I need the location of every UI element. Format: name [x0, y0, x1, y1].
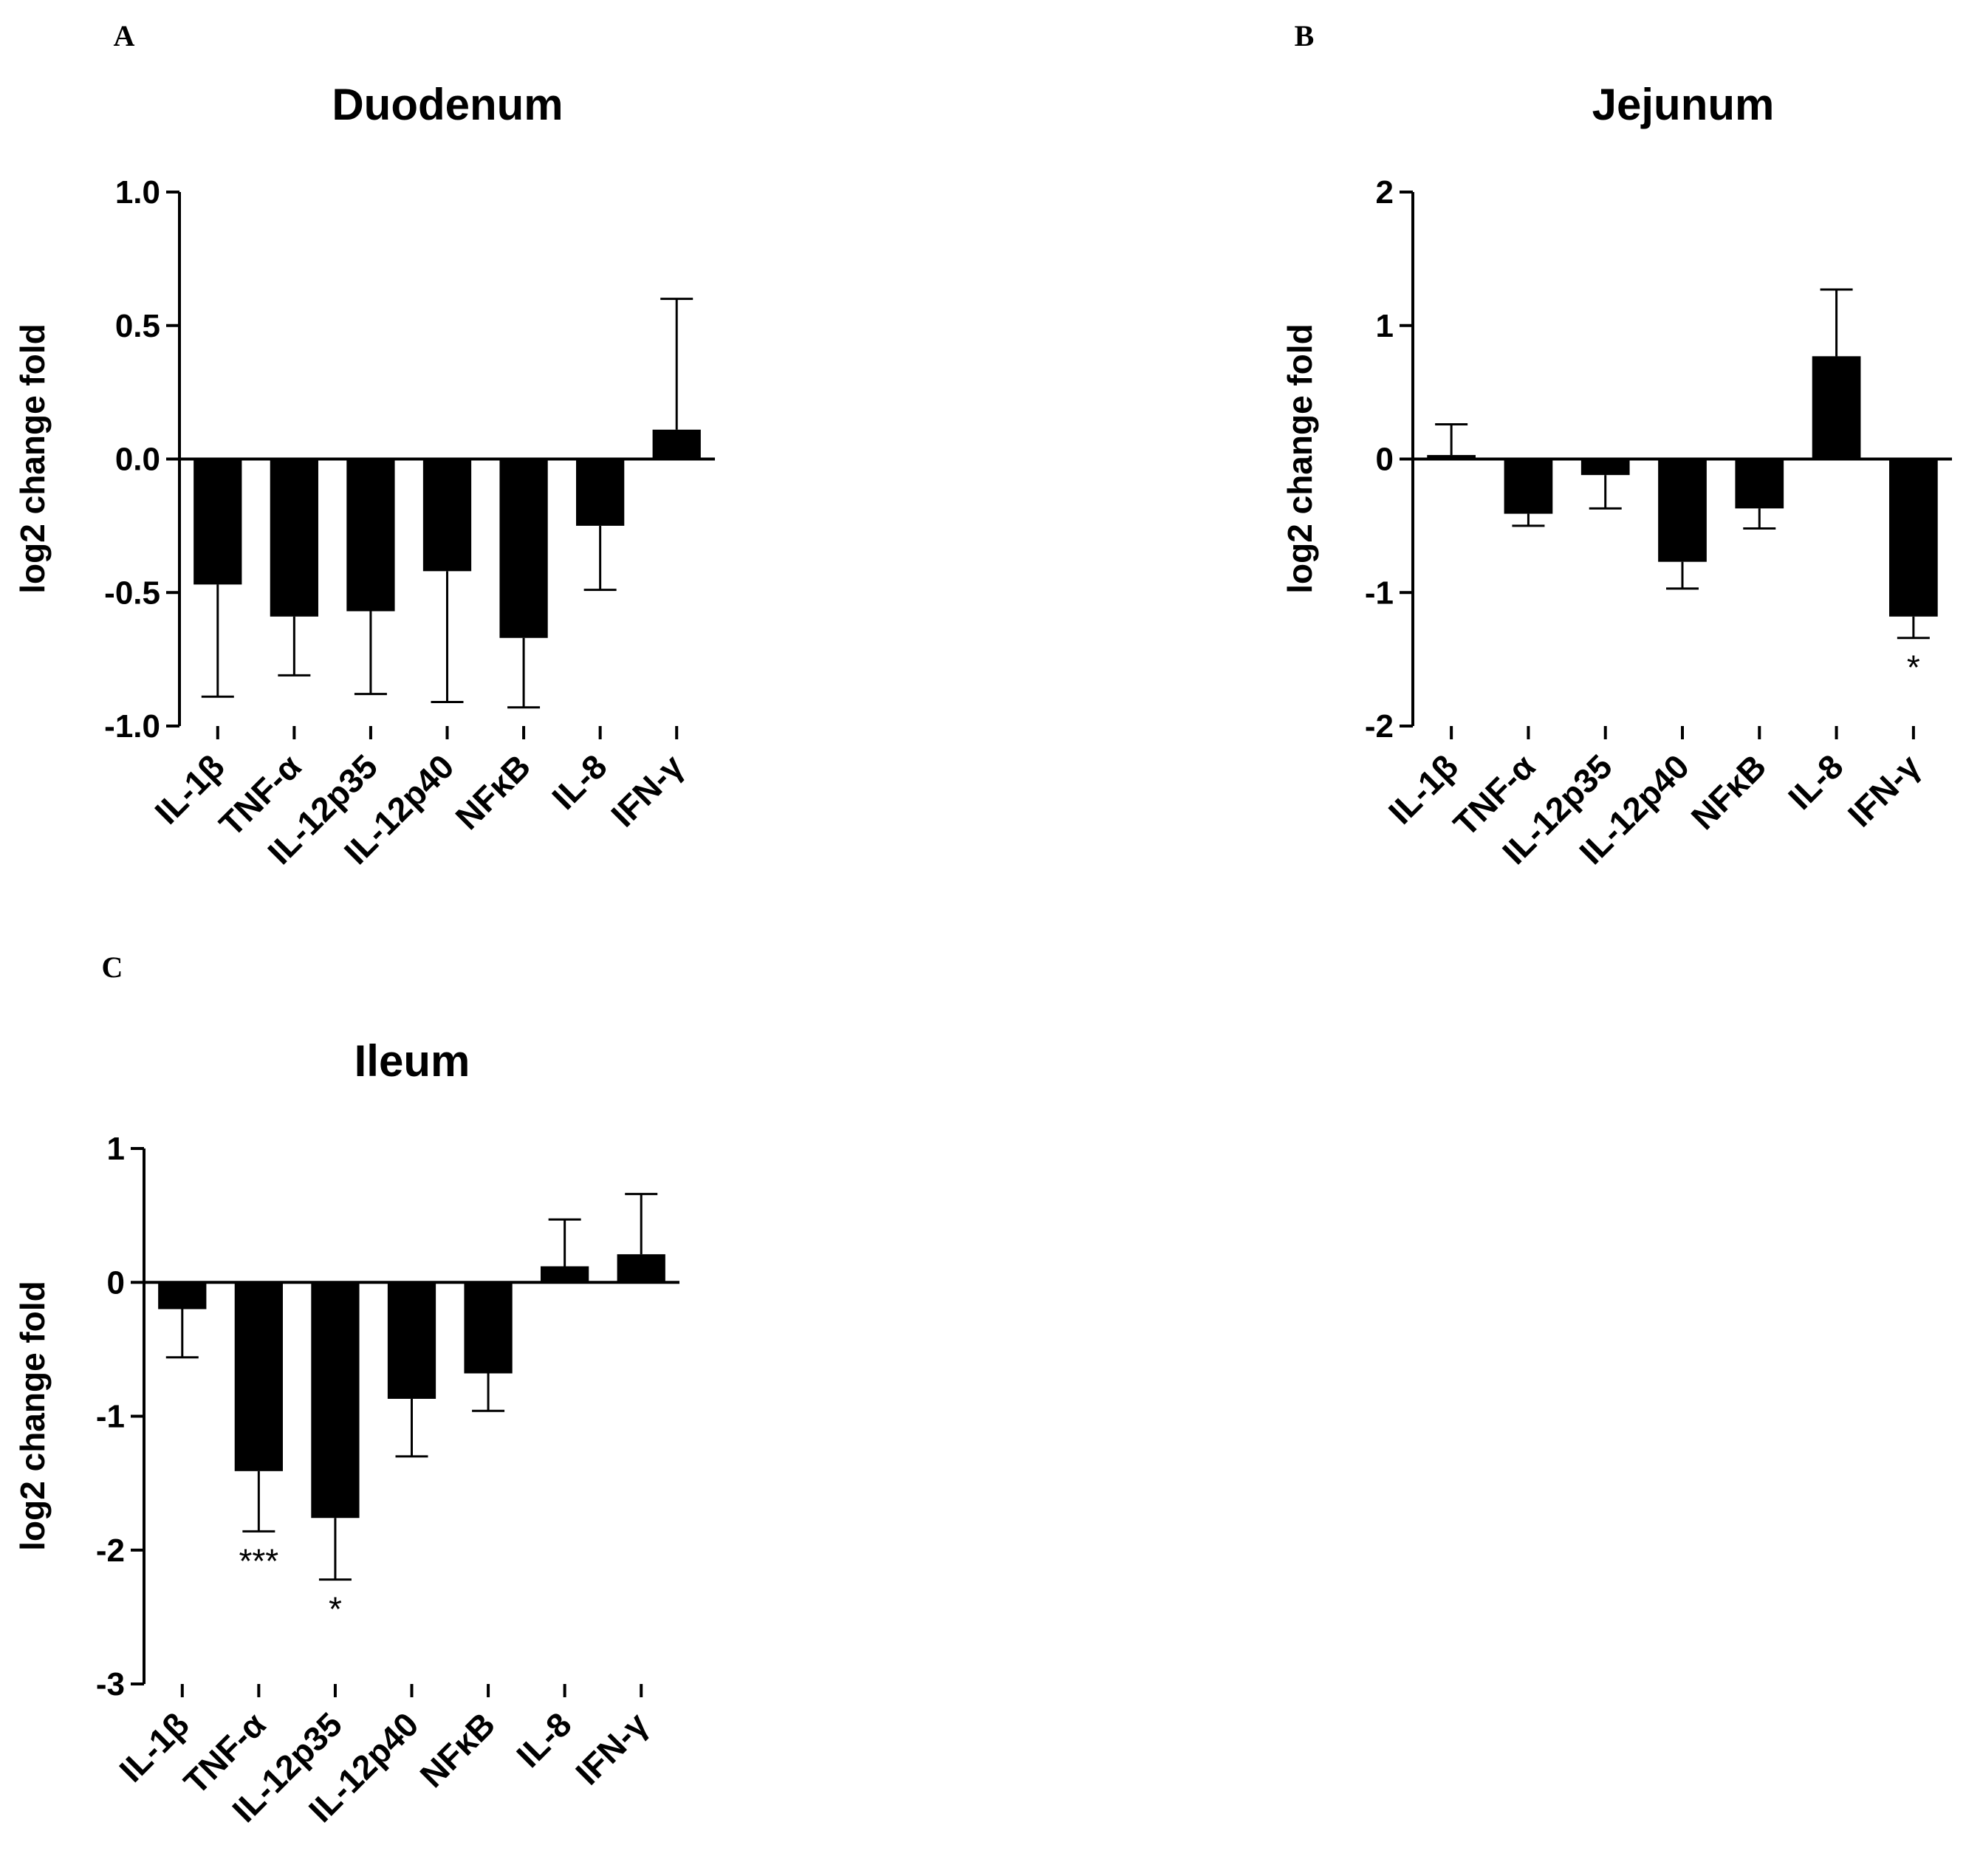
- chart-title: Ileum: [355, 1036, 470, 1086]
- bar-tnf: [1504, 459, 1553, 514]
- bar-nfb: [499, 459, 548, 638]
- bar-tnf: [270, 459, 318, 617]
- bar-il12p35: [346, 459, 395, 612]
- bar-nfb: [1735, 459, 1784, 509]
- x-tick-label: NFκB: [1684, 747, 1774, 837]
- y-tick-label: -3: [96, 1666, 125, 1702]
- y-tick-label: -1: [1365, 575, 1394, 611]
- bar-il12p35: [311, 1282, 360, 1519]
- y-tick-label: 0.5: [115, 308, 160, 344]
- y-tick-label: -1.0: [104, 708, 160, 744]
- x-tick-label: NFκB: [412, 1705, 502, 1795]
- panel-letter: B: [1295, 19, 1315, 52]
- y-tick-label: 1: [1376, 308, 1394, 344]
- y-tick-label: 2: [1376, 174, 1394, 210]
- x-tick-label: IFN-γ: [568, 1705, 655, 1792]
- y-axis-title: log2 change fold: [13, 1281, 52, 1550]
- bar-ifn: [1889, 459, 1938, 617]
- x-tick-label: IFN-γ: [603, 747, 691, 834]
- chart-title: Duodenum: [332, 80, 563, 129]
- chart-title: Jejunum: [1592, 80, 1775, 129]
- bar-il8: [541, 1266, 589, 1283]
- panel-letter: C: [102, 951, 123, 984]
- bar-il12p40: [422, 459, 472, 572]
- bar-il1: [158, 1282, 207, 1310]
- panel-letter: A: [114, 19, 135, 52]
- y-tick-label: 0: [1376, 442, 1394, 478]
- bar-il8: [576, 459, 625, 526]
- chart-panel-a: A Duodenum log2 change fold -1.0 -0.5 0.0 0.5 1…: [13, 19, 715, 872]
- y-tick-label: 1: [107, 1131, 125, 1167]
- bar-il12p40: [1658, 459, 1707, 562]
- significance-marker: *: [329, 1590, 342, 1629]
- y-tick-label: -2: [1365, 708, 1394, 744]
- significance-marker: *: [1907, 648, 1920, 687]
- y-tick-label: 0: [107, 1264, 125, 1301]
- significance-marker: ***: [239, 1541, 278, 1580]
- bar-ifn: [617, 1254, 665, 1283]
- y-tick-label: 1.0: [115, 174, 160, 210]
- y-tick-label: 0.0: [115, 442, 160, 478]
- bar-tnf: [234, 1282, 283, 1471]
- y-axis-title: log2 change fold: [1281, 323, 1319, 593]
- x-tick-label: IFN-γ: [1840, 747, 1928, 834]
- bar-nfb: [464, 1282, 513, 1374]
- y-tick-label: -2: [96, 1533, 125, 1569]
- bar-il12p40: [387, 1282, 436, 1399]
- bar-il12p35: [1580, 459, 1630, 476]
- x-tick-label: NFκB: [448, 747, 538, 837]
- y-axis-title: log2 change fold: [13, 323, 52, 593]
- y-tick-label: -0.5: [104, 575, 160, 611]
- y-tick-label: -1: [96, 1399, 125, 1435]
- bar-ifn: [652, 429, 701, 459]
- bar-il1: [1427, 455, 1476, 459]
- bar-il1: [193, 459, 242, 585]
- bar-il8: [1812, 356, 1861, 459]
